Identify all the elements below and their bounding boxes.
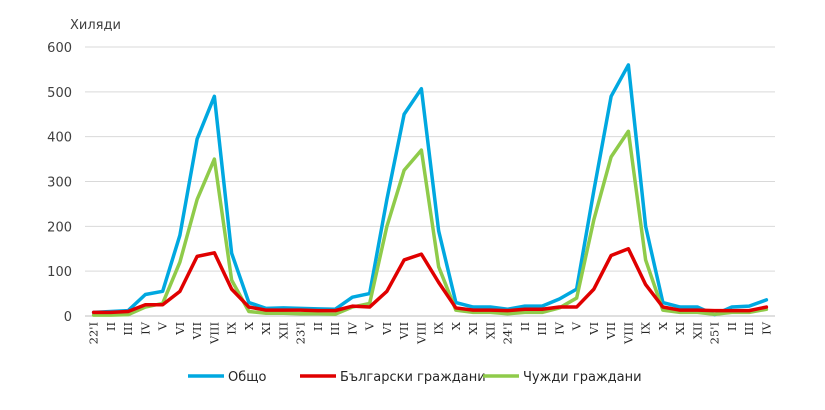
x-tick-label: 23'I — [294, 322, 308, 344]
x-tick-label: 25'I — [708, 322, 722, 344]
x-tick-label: XI — [466, 322, 480, 335]
series-lines — [91, 63, 769, 317]
x-tick-label: VIII — [621, 322, 635, 345]
legend: Общо Български граждани Чужди граждани — [188, 370, 642, 385]
x-tick-label: X — [656, 321, 670, 330]
x-tick-label: V — [363, 321, 377, 331]
legend-label-2: Български граждани — [340, 370, 486, 385]
y-tick-label: 200 — [47, 220, 72, 235]
y-tick-label: 100 — [47, 265, 72, 280]
x-tick-label: III — [121, 322, 135, 336]
x-tick-label: XI — [259, 322, 273, 335]
x-tick-label: 22'I — [87, 322, 101, 344]
x-tick-label: VIII — [207, 322, 221, 345]
x-tick-label: IV — [552, 321, 566, 335]
x-tick-label: V — [570, 321, 584, 331]
y-tick-label: 500 — [47, 86, 72, 101]
y-axis: 0 100 200 300 400 500 600 — [47, 41, 72, 325]
x-tick-label: VII — [397, 322, 411, 340]
legend-label-3: Чужди граждани — [523, 370, 642, 385]
x-tick-label: VII — [604, 322, 618, 340]
x-tick-label: XII — [690, 322, 704, 339]
x-tick-label: VIII — [414, 322, 428, 345]
y-tick-label: 0 — [64, 310, 72, 325]
y-unit-label: Хиляди — [70, 18, 121, 33]
x-tick-label: III — [328, 322, 342, 336]
x-tick-label: IV — [138, 321, 152, 335]
x-tick-label: II — [725, 322, 739, 331]
x-tick-label: III — [535, 322, 549, 336]
x-tick-label: X — [449, 321, 463, 330]
y-tick-label: 400 — [47, 131, 72, 146]
x-tick-label: IX — [639, 321, 653, 335]
x-tick-label: II — [104, 322, 118, 331]
x-tick-label: II — [311, 322, 325, 331]
y-tick-label: 300 — [47, 176, 72, 191]
x-tick-label: IX — [432, 321, 446, 335]
x-tick-label: XI — [673, 322, 687, 335]
x-tick-label: 24'I — [501, 322, 515, 344]
x-tick-label: IV — [345, 321, 359, 335]
legend-label-1: Общо — [228, 370, 266, 385]
x-tick-label: VI — [587, 322, 601, 336]
x-tick-label: III — [742, 322, 756, 336]
x-tick-label: II — [518, 322, 532, 331]
y-tick-label: 600 — [47, 41, 72, 56]
x-tick-label: VII — [190, 322, 204, 340]
x-tick-label: VI — [173, 322, 187, 336]
x-tick-label: VI — [380, 322, 394, 336]
series-line-1 — [91, 63, 769, 317]
x-tick-label: IX — [225, 321, 239, 335]
x-tick-label: IV — [759, 321, 773, 335]
x-tick-label: V — [156, 321, 170, 331]
x-tick-label: XII — [483, 322, 497, 339]
x-tick-label: XII — [276, 322, 290, 339]
x-axis: 22'I II III IV V VI VII VIII IX X XI XII 23'I II III IV… — [85, 315, 775, 345]
x-tick-label: X — [242, 321, 256, 330]
series-line-3 — [91, 129, 769, 317]
series-line-2 — [91, 247, 769, 315]
gridlines — [85, 46, 775, 272]
